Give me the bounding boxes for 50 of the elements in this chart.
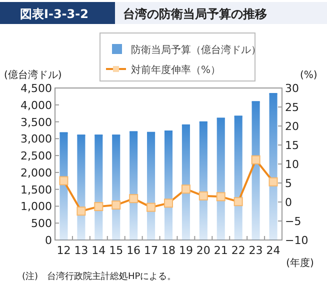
bar [164,131,173,240]
y2-tick-label: 15 [285,139,299,152]
x-tick-label: 12 [56,244,71,257]
x-tick-label: 15 [109,244,124,257]
bar [216,118,225,240]
y2-tick-label: −5 [285,215,302,228]
x-tick-label: 22 [231,244,246,257]
y-tick-label: 1,000 [20,200,52,214]
bar [112,135,120,240]
y-tick-label: 500 [31,217,52,230]
legend-label: 防衛当局予算（億台湾ドル） [131,44,261,56]
y-tick-label: 3,000 [20,132,52,146]
y2-tick-label: 20 [285,120,299,133]
legend-label: 対前年度伸率（%） [131,64,221,76]
y2-tick-label: 30 [285,82,299,95]
bar [269,94,278,240]
chart-title: 台湾の防衛当局予算の推移 [123,7,267,21]
bar [199,122,208,240]
bar [252,102,260,240]
x-axis-title: (年度) [286,257,314,269]
y-tick-label: 2,000 [20,166,52,180]
x-tick-label: 21 [214,244,228,257]
y2-tick-label: 0 [285,196,292,209]
x-tick-label: 13 [74,244,88,257]
y2-axis-title: (%) [300,70,318,81]
x-tick-label: 20 [196,244,210,257]
x-tick-label: 19 [178,244,193,257]
bar [234,116,242,240]
x-tick-label: 18 [162,244,176,257]
y-tick-label: 1,500 [20,183,52,196]
y2-tick-label: 10 [285,158,299,171]
text: 図表Ⅰ-3-3-2 [20,7,88,21]
x-tick-label: 14 [92,244,106,257]
y-tick-label: 4,000 [20,98,52,112]
y2-tick-label: 25 [285,101,299,114]
bar [60,132,68,240]
y-axis-title: (億台湾ドル) [4,69,62,81]
x-tick-label: 24 [266,244,280,257]
x-tick-label: 23 [248,244,263,257]
x-tick-label: 17 [144,244,158,257]
y-tick-label: 2,500 [20,150,52,163]
x-tick-label: 16 [126,244,141,257]
y-tick-label: 4,500 [20,82,52,95]
bar [182,125,190,240]
text: (注) 台湾行政院主計総処HPによる。 [22,271,176,282]
y-tick-label: 0 [45,234,52,247]
y-tick-label: 3,500 [20,116,52,129]
y2-tick-label: −10 [285,234,308,247]
bar [130,132,138,240]
y2-tick-label: 5 [285,177,292,190]
